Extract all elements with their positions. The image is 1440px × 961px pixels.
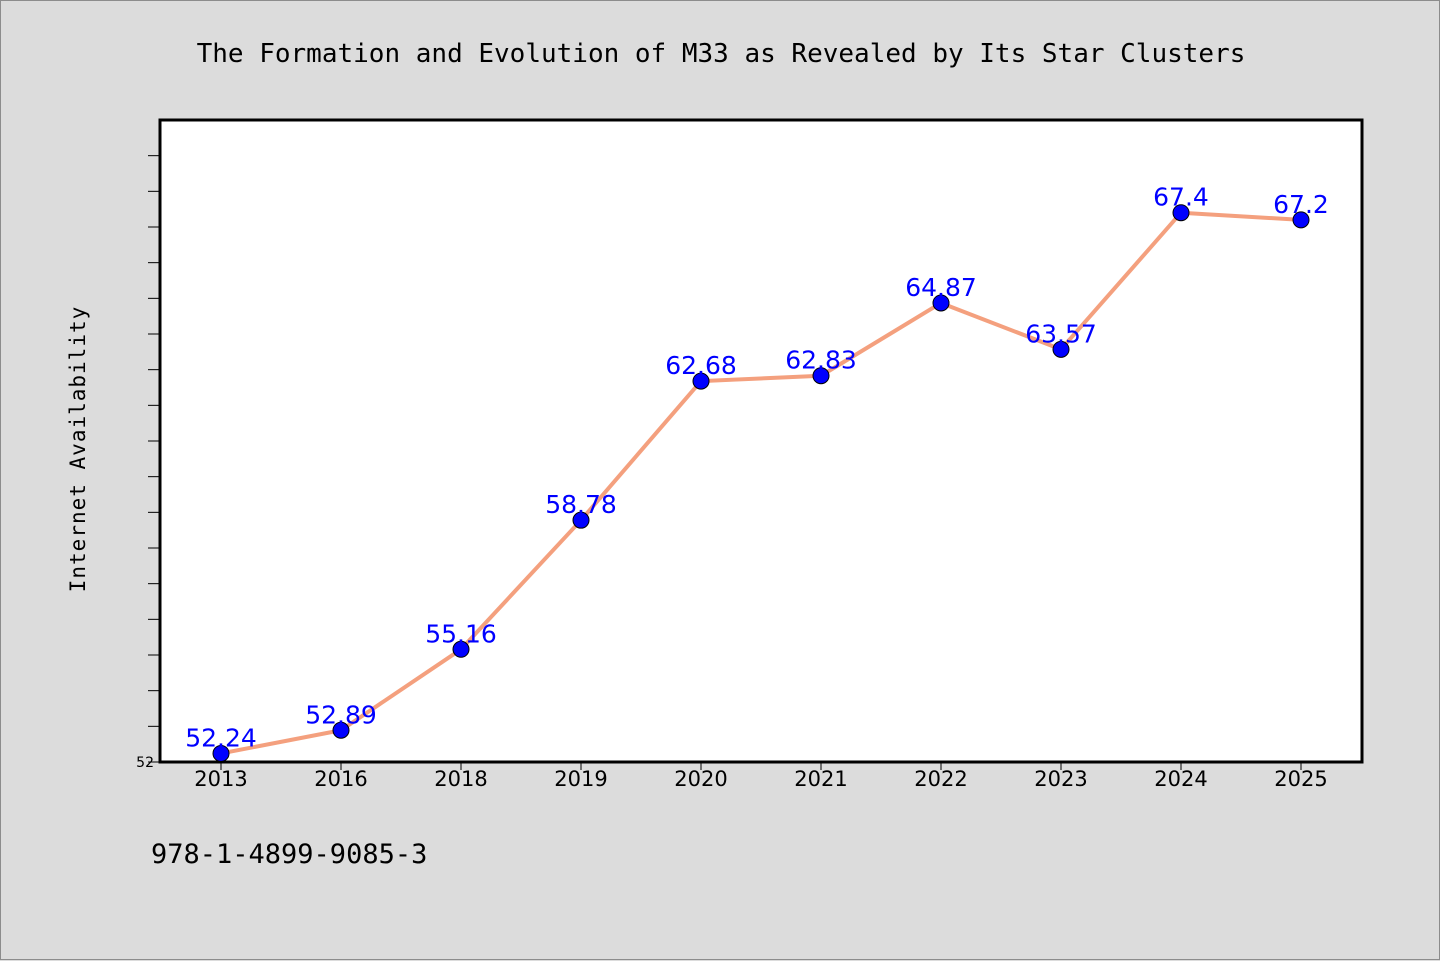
series-line [219,210,1303,756]
y-axis-ticks: 52 [136,155,160,771]
x-tick-label: 2020 [674,767,727,791]
x-tick-label: 2025 [1274,767,1327,791]
x-tick-label: 2016 [314,767,367,791]
x-tick-label: 2024 [1154,767,1207,791]
x-tick-label: 2021 [794,767,847,791]
x-axis-ticks: 2013 2016 2018 2019 2020 2021 2022 2023 2024 2025 [194,762,1328,791]
x-tick-label: 2023 [1034,767,1087,791]
data-markers [212,204,1310,762]
x-tick-label: 2022 [914,767,967,791]
data-point [692,372,710,390]
data-point [1172,204,1190,222]
data-label: 63.57 [1025,319,1097,348]
x-tick-label: 2019 [554,767,607,791]
data-label: 64.87 [905,273,977,302]
data-point [332,721,350,739]
data-point [932,294,950,312]
data-point [212,744,230,762]
data-point [452,640,470,658]
data-label: 55.16 [425,619,497,648]
data-point [1292,211,1310,229]
y-axis-label: Internet Availability [66,306,90,593]
plot-area [158,118,1364,764]
data-label: 67.4 [1153,183,1209,212]
data-label: 62.83 [785,346,857,375]
chart-title: The Formation and Evolution of M33 as Re… [197,39,1246,69]
x-tick-label: 2013 [194,767,247,791]
data-label: 67.2 [1273,190,1329,219]
data-labels: 52.24 52.89 55.16 58.78 62.68 62.83 64.87 63.57… [185,183,1329,753]
x-tick-label: 2018 [434,767,487,791]
data-point [1052,340,1070,358]
data-point [572,511,590,529]
data-label: 52.89 [305,700,377,729]
footer-isbn: 978-1-4899-9085-3 [151,839,427,870]
data-point [812,367,830,385]
data-label: 58.78 [545,490,617,519]
y-tick-label: 52 [136,755,154,771]
data-label: 52.24 [185,723,257,752]
data-label: 62.68 [665,351,737,380]
